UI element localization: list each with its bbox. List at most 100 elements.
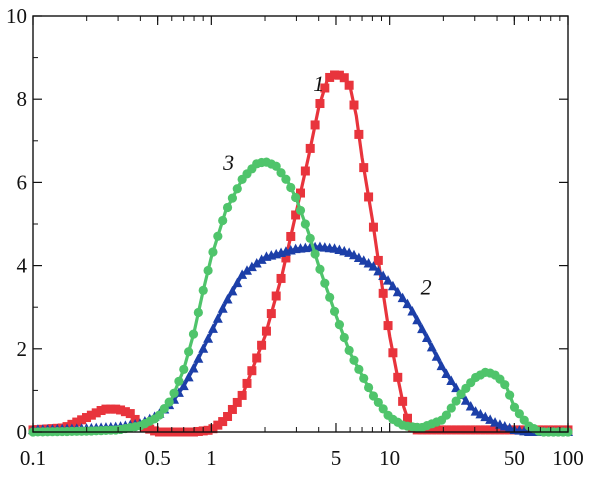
series-1-point	[495, 425, 505, 435]
series-2-point	[446, 375, 457, 386]
series-2-point	[373, 265, 384, 276]
series-2-point	[212, 313, 223, 323]
series-3-point	[446, 403, 456, 413]
series-3-point	[305, 233, 315, 243]
series-1-point	[480, 425, 490, 435]
x-tick-label: 0.1	[20, 446, 46, 470]
series-3	[28, 157, 573, 437]
series-2-point	[402, 298, 413, 309]
series-2-point	[353, 252, 364, 263]
series-1-point	[441, 425, 451, 435]
series-2-point	[480, 411, 491, 422]
series-1-point	[310, 120, 320, 130]
series-3-point	[325, 292, 335, 302]
series-1-point	[257, 340, 267, 350]
x-tick-label: 1	[206, 446, 217, 470]
series-1-point	[96, 406, 106, 416]
series-2-point	[203, 333, 214, 343]
series-1-point	[325, 72, 335, 82]
series-1-point	[354, 129, 364, 139]
series-2-point	[237, 269, 248, 279]
series-1-point	[368, 222, 378, 232]
series-1-point	[451, 425, 461, 435]
series-1-point	[86, 410, 96, 420]
series-3-point	[349, 355, 359, 365]
series-1-point	[106, 404, 116, 414]
series-1-point	[383, 321, 393, 331]
series-1-point	[296, 188, 305, 198]
series-3-point	[354, 364, 364, 374]
series-3-point	[193, 307, 203, 318]
series-3-point	[208, 247, 218, 257]
series-1-point	[339, 73, 349, 83]
series-1-point	[91, 408, 101, 418]
series-3-point	[500, 380, 510, 390]
y-tick-label: 0	[17, 420, 28, 444]
series-1-point	[261, 326, 271, 336]
series-3-point	[222, 202, 233, 213]
series-1-point	[213, 420, 223, 430]
series-1-point	[315, 99, 325, 109]
series-2-point	[256, 254, 267, 264]
series-1-point	[388, 348, 398, 358]
series-3-point	[164, 397, 174, 407]
y-tick-label: 10	[6, 4, 27, 28]
series-3-point	[213, 231, 223, 241]
series-1-point	[208, 424, 218, 434]
series-2-point	[387, 280, 398, 291]
series-2-point	[407, 306, 418, 316]
series-1-point	[72, 417, 82, 427]
series-2-point	[251, 257, 262, 268]
series-3-point	[373, 397, 383, 408]
series-3-point	[514, 409, 524, 419]
series-2-point	[358, 255, 369, 265]
series-3-point	[198, 285, 208, 295]
series-2-point	[227, 285, 238, 296]
series-1-point	[446, 425, 456, 435]
series-1-point	[116, 405, 126, 415]
series-3-point	[315, 264, 325, 274]
series-1-point	[266, 309, 276, 319]
x-tick-label: 5	[331, 446, 342, 470]
series-3-point	[203, 265, 213, 276]
series-2-point	[436, 360, 447, 371]
series-3-point	[310, 249, 320, 259]
y-tick-label: 4	[17, 254, 28, 278]
series-1-point	[242, 378, 252, 388]
series-3-point	[334, 320, 345, 330]
series-1-point	[403, 413, 412, 423]
series-1-point	[125, 409, 135, 419]
series-3-point	[451, 396, 461, 406]
series-1-point	[291, 210, 301, 220]
series-3-point	[276, 168, 286, 178]
series-1-point	[281, 253, 291, 263]
series-2-point	[451, 382, 462, 393]
series-1-point	[227, 404, 237, 414]
series-3-point	[184, 347, 194, 357]
series-3-point	[441, 410, 452, 420]
series-3-point	[154, 410, 165, 420]
series-2-point	[183, 371, 194, 382]
series-1-point	[218, 417, 228, 427]
series-2-point	[426, 341, 437, 352]
series-1-point	[120, 407, 130, 417]
series-1-point	[82, 413, 91, 423]
series-3-point	[286, 182, 296, 193]
series-2-point	[242, 265, 252, 275]
series-1-point	[276, 273, 286, 283]
series-1-point	[101, 404, 111, 414]
series-1-point	[286, 231, 296, 241]
series-1-point	[349, 100, 359, 110]
series-1-point	[485, 425, 495, 435]
series-2-point	[383, 275, 394, 285]
series-3-point	[329, 306, 340, 316]
series-2-point	[368, 261, 379, 271]
series-2-point	[417, 323, 428, 334]
series-3-point	[174, 376, 184, 386]
series-2-point	[178, 380, 189, 391]
series-1-point	[247, 366, 257, 376]
series-2-point	[193, 353, 204, 363]
series-3-point	[320, 278, 330, 288]
series-1-point	[490, 425, 500, 435]
series-1-point	[364, 192, 374, 202]
